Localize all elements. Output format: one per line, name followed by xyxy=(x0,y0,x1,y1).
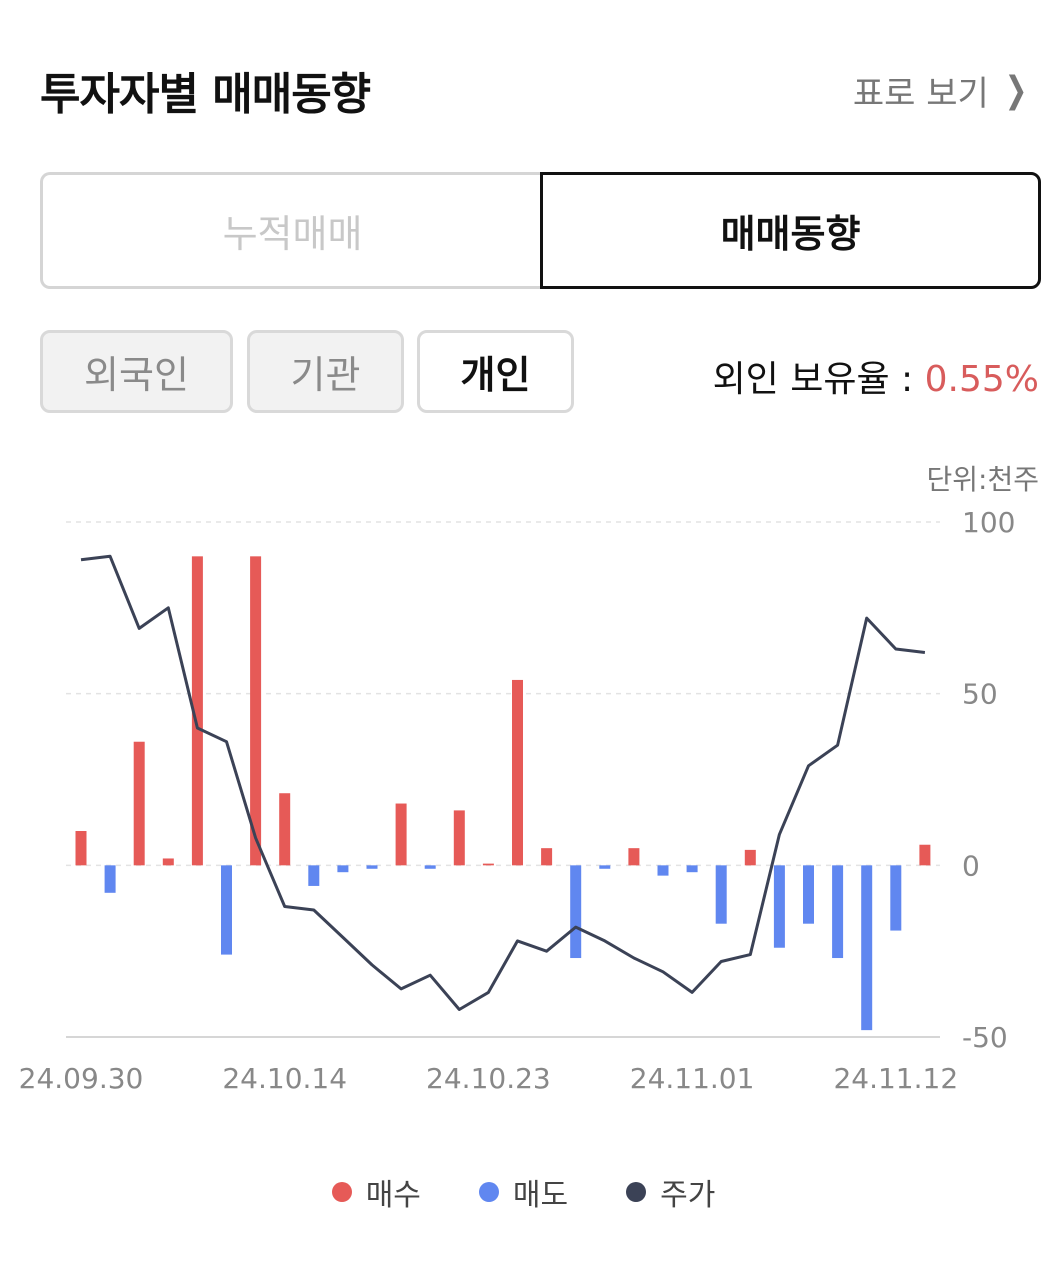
legend-buy-label: 매수 xyxy=(365,1178,421,1213)
buy-bar xyxy=(482,863,494,866)
legend-price-dot xyxy=(626,1182,647,1202)
y-tick-label: 100 xyxy=(962,506,1015,539)
page-title: 투자자별 매매동향 xyxy=(40,69,371,120)
buy-bar xyxy=(541,848,553,866)
legend-price: 주가 xyxy=(626,1170,715,1214)
x-tick-label: 24.11.01 xyxy=(630,1062,755,1095)
legend-buy: 매수 xyxy=(331,1170,421,1214)
sell-bar xyxy=(657,865,669,876)
legend-sell-dot xyxy=(478,1182,499,1202)
sell-bar xyxy=(424,865,436,869)
legend-buy-dot xyxy=(331,1182,352,1202)
view-table-label: 표로 보기 xyxy=(852,74,989,114)
chip-individual[interactable]: 개인 xyxy=(417,330,574,413)
ownership-label: 외인 보유율 : xyxy=(712,359,925,400)
y-tick-label: 0 xyxy=(962,849,980,882)
investor-trend-chart: 100 50 0 -50 24.09.30 24.10.14 24.10.23 24.11.0… xyxy=(19,506,1016,1095)
chip-foreigner[interactable]: 외국인 xyxy=(40,330,233,413)
buy-bar xyxy=(279,793,291,866)
tab-cumulative-trading[interactable]: 누적매매 xyxy=(40,172,542,289)
foreign-ownership: 외인 보유율 : 0.55% xyxy=(713,350,1039,402)
x-tick-label: 24.11.12 xyxy=(833,1062,958,1095)
sell-bar xyxy=(570,865,582,959)
sell-bar xyxy=(861,865,873,1031)
buy-bar xyxy=(512,679,523,866)
price-line xyxy=(80,554,926,1011)
tab-trading-trend[interactable]: 매매동향 xyxy=(540,172,1041,289)
sell-bar xyxy=(773,865,785,948)
sell-bar xyxy=(803,865,814,924)
chip-institution[interactable]: 기관 xyxy=(247,330,404,413)
sell-bar xyxy=(104,865,116,893)
sell-bar xyxy=(890,865,902,931)
buy-bar xyxy=(395,803,407,866)
buy-bar xyxy=(75,831,87,866)
sell-bar xyxy=(308,865,320,886)
buy-bar xyxy=(919,844,931,866)
y-tick-label: 50 xyxy=(962,678,998,711)
legend-price-label: 주가 xyxy=(660,1178,716,1213)
buy-bar xyxy=(453,810,465,866)
view-table-link[interactable]: 표로 보기 ❯ xyxy=(853,66,1031,115)
ownership-value: 0.55% xyxy=(924,359,1039,400)
sell-bar xyxy=(715,865,727,924)
sell-bar xyxy=(832,865,844,959)
buy-bar xyxy=(133,741,145,866)
sell-bar xyxy=(366,865,378,869)
sell-bar xyxy=(337,865,349,873)
chevron-right-icon: ❯ xyxy=(1004,70,1028,111)
x-tick-label: 24.09.30 xyxy=(19,1062,144,1095)
buy-bar xyxy=(744,849,756,866)
chart-legend: 매수 매도 주가 xyxy=(0,1170,1047,1214)
buy-bar xyxy=(628,848,640,866)
buy-bar xyxy=(250,556,262,866)
sell-bar xyxy=(221,865,232,955)
buy-bar xyxy=(162,858,174,866)
x-tick-label: 24.10.23 xyxy=(426,1062,551,1095)
legend-sell-label: 매도 xyxy=(512,1178,569,1213)
y-tick-label: -50 xyxy=(962,1021,1008,1054)
x-tick-label: 24.10.14 xyxy=(222,1062,347,1095)
sell-bar xyxy=(686,865,698,873)
buy-bar xyxy=(191,556,203,866)
sell-bar xyxy=(599,865,611,869)
unit-label: 단위:천주 xyxy=(926,463,1039,496)
legend-sell: 매도 xyxy=(478,1170,569,1214)
